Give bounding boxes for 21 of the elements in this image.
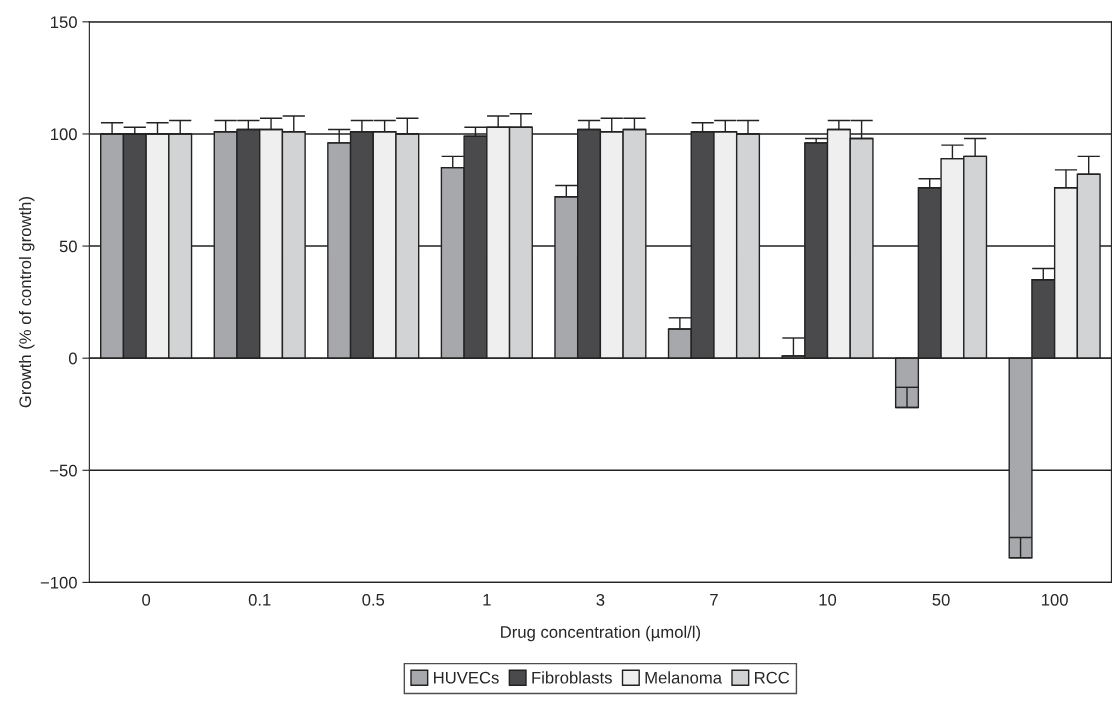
- legend-label: RCC: [755, 671, 790, 684]
- x-axis-title: Drug concentration (µmol/l): [501, 625, 701, 642]
- legend-label: Fibroblasts: [532, 671, 612, 684]
- legend-label: HUVECs: [434, 671, 499, 684]
- x-tick-label: 7: [710, 594, 718, 606]
- y-tick-label: 50: [59, 240, 77, 253]
- y-tick-label: 100: [51, 128, 77, 141]
- x-tick-label: 0.1: [248, 593, 271, 606]
- x-tick-label: 3: [596, 593, 605, 606]
- x-tick-label: 10: [819, 593, 837, 606]
- x-tick-label: 0.5: [362, 593, 385, 606]
- x-tick-label: 100: [1042, 593, 1068, 606]
- y-tick-label: −50: [50, 464, 77, 477]
- y-tick-label: −100: [40, 576, 77, 589]
- legend-label: Melanoma: [645, 671, 722, 684]
- y-tick-label: 150: [51, 16, 77, 29]
- x-tick-label: 0: [142, 593, 151, 606]
- x-tick-label: 50: [932, 593, 950, 606]
- y-axis-title: Growth (% of control growth): [18, 197, 35, 408]
- x-tick-label: 1: [483, 594, 491, 606]
- y-tick-label: 0: [68, 352, 77, 365]
